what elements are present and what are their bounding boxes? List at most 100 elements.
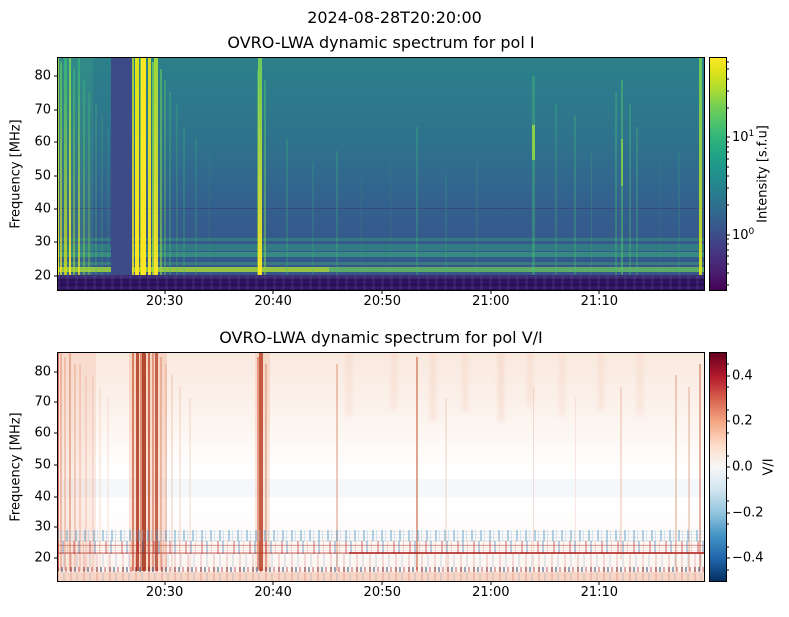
colorbar-minor-tick	[726, 272, 729, 274]
burst-streak	[183, 127, 185, 275]
burst-streak	[175, 103, 178, 275]
burst-streak	[98, 386, 101, 571]
burst-streak	[134, 57, 139, 275]
colorbar-minor-tick	[726, 158, 729, 160]
burst-streak	[416, 356, 419, 571]
colorbar-minor-tick	[726, 455, 729, 457]
burst-streak	[151, 61, 154, 275]
burst-streak	[188, 398, 191, 571]
burst-streak	[620, 386, 622, 559]
burst-streak	[63, 57, 67, 275]
colorbar-minor-tick	[726, 477, 729, 479]
spectrogram-band	[57, 544, 705, 546]
y-axis-tick-label: 70	[34, 394, 51, 410]
colorbar-minor-tick	[726, 78, 729, 80]
colorbar-tick-label: 0.0	[732, 459, 753, 475]
burst-streak	[445, 398, 447, 571]
burst-streak	[532, 386, 535, 571]
burst-streak	[675, 375, 677, 571]
burst-streak	[527, 352, 534, 408]
spectrogram-band	[57, 530, 705, 541]
burst-streak	[390, 352, 397, 410]
burst-streak	[264, 80, 266, 275]
burst-streak	[135, 352, 139, 571]
burst-streak	[389, 162, 392, 275]
x-axis-tick-label: 21:10	[580, 585, 619, 600]
burst-streak	[532, 124, 535, 160]
colorbar-minor-tick	[726, 284, 729, 286]
burst-streak	[101, 115, 104, 275]
burst-streak	[699, 363, 702, 571]
burst-streak	[476, 162, 478, 275]
spectrogram-band	[57, 257, 705, 262]
panel-title-pol-i: OVRO-LWA dynamic spectrum for pol I	[227, 33, 535, 52]
colorbar-minor-tick	[726, 238, 729, 240]
spectrogram-band	[57, 540, 705, 555]
colorbar-tick	[726, 375, 730, 377]
burst-streak	[312, 162, 314, 275]
colorbar-minor-tick	[726, 386, 729, 388]
colorbar-minor-tick	[726, 243, 729, 245]
colorbar-minor-tick	[726, 90, 729, 92]
colorbar-minor-tick	[726, 432, 729, 434]
colorbar-minor-tick	[726, 249, 729, 251]
burst-streak	[147, 352, 151, 571]
burst-streak	[256, 68, 259, 275]
colorbar-minor-tick	[726, 204, 729, 206]
colorbar-minor-tick	[726, 263, 729, 265]
burst-streak	[195, 138, 198, 275]
x-axis-tick-label: 20:50	[363, 585, 402, 600]
burst-streak	[635, 127, 638, 275]
colorbar-minor-tick	[726, 569, 729, 571]
burst-streak	[208, 150, 211, 275]
burst-streak	[416, 127, 419, 275]
burst-streak	[147, 57, 151, 275]
burst-streak	[154, 57, 159, 275]
colorbar-minor-tick	[726, 141, 729, 143]
burst-streak	[598, 352, 605, 410]
spectrogram-band	[57, 267, 330, 273]
colorbar-tick	[726, 136, 730, 138]
burst-streak	[258, 57, 263, 275]
burst-streak	[164, 363, 167, 571]
burst-streak	[106, 398, 109, 571]
colorbar-tick-label: 0.4	[732, 368, 753, 384]
burst-streak	[698, 57, 702, 275]
burst-streak	[360, 174, 363, 275]
x-axis-tick-label: 20:40	[254, 585, 292, 600]
figure-suptitle: 2024-08-28T20:20:00	[307, 8, 482, 27]
burst-streak	[155, 352, 159, 571]
colorbar-tick	[726, 234, 730, 236]
colorbar-minor-tick	[726, 68, 729, 70]
burst-streak	[574, 115, 577, 275]
burst-streak	[171, 375, 174, 571]
colorbar-minor-tick	[726, 146, 729, 148]
spectrogram-band	[57, 552, 349, 554]
colorbar-tick	[726, 420, 730, 422]
panel-title-pol-vi: OVRO-LWA dynamic spectrum for pol V/I	[219, 328, 543, 347]
colorbar-minor-tick	[726, 107, 729, 109]
burst-streak	[91, 375, 94, 571]
burst-streak	[429, 352, 436, 421]
burst-streak	[151, 352, 154, 571]
burst-streak	[142, 352, 147, 571]
burst-streak	[336, 363, 338, 571]
burst-streak	[73, 68, 76, 275]
burst-streak	[94, 103, 97, 275]
burst-streak	[160, 356, 163, 571]
colorbar-minor-tick	[726, 151, 729, 153]
y-axis-tick-label: 40	[34, 489, 51, 505]
y-axis-tick-label: 80	[34, 364, 51, 380]
burst-streak	[141, 57, 147, 275]
colorbar-minor-tick	[726, 409, 729, 411]
colorbar-tick	[726, 557, 730, 559]
colorbar-label-vi: V/I	[761, 458, 777, 476]
spectrogram-band	[57, 554, 705, 568]
burst-streak	[590, 150, 593, 275]
spectrogram-band	[57, 267, 705, 273]
spectrogram-pol-i	[57, 57, 705, 291]
burst-streak	[79, 363, 82, 571]
colorbar-minor-tick	[726, 546, 729, 548]
